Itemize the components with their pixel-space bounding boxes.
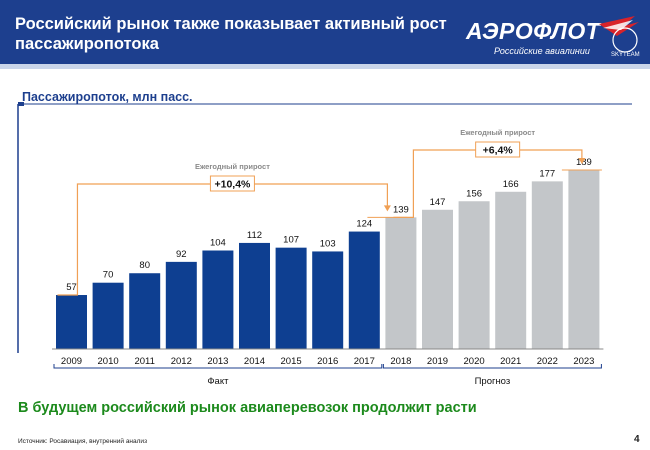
bar-2011 xyxy=(129,273,161,349)
bar-value-label-2010: 70 xyxy=(103,270,114,281)
bar-value-label-2021: 166 xyxy=(503,179,519,190)
bar-2022 xyxy=(531,181,563,349)
skyteam-emblem-icon: SKYTEAM xyxy=(599,16,640,58)
growth-connector-0 xyxy=(57,183,388,296)
bar-2021 xyxy=(495,191,527,349)
growth-value-1: +6,4% xyxy=(483,145,514,157)
growth-box-1 xyxy=(475,141,521,158)
logo-subtitle: Российские авиалинии xyxy=(494,46,590,56)
growth-connector-1 xyxy=(393,149,583,218)
growth-arrow-0 xyxy=(383,205,391,212)
logo-text: АЭРОФЛОТ xyxy=(466,18,601,44)
group-bracket-0 xyxy=(53,364,383,369)
bar-value-label-2016: 103 xyxy=(320,238,336,249)
growth-caption-0: Ежегодный прирост xyxy=(195,162,270,171)
conclusion-text: В будущем российский рынок авиаперевозок… xyxy=(18,400,477,416)
growth-caption-1: Ежегодный прирост xyxy=(460,128,535,137)
bar-2019 xyxy=(422,209,453,349)
x-tick-label-2015: 2015 xyxy=(281,356,302,367)
x-tick-label-2014: 2014 xyxy=(244,356,265,367)
bar-value-label-2012: 92 xyxy=(176,249,187,260)
header-bar xyxy=(0,0,650,64)
bar-value-label-2009: 57 xyxy=(66,282,77,293)
bar-value-label-2019: 147 xyxy=(430,197,446,208)
bar-value-label-2015: 107 xyxy=(283,235,299,246)
bar-value-label-2022: 177 xyxy=(539,168,555,179)
bar-value-label-2017: 124 xyxy=(356,219,372,230)
bar-2018 xyxy=(385,217,417,349)
x-tick-label-2012: 2012 xyxy=(171,356,192,367)
source-footnote: Источник: Росавиация, внутренний анализ xyxy=(18,438,148,445)
growth-value-0: +10,4% xyxy=(214,179,251,191)
group-label-0: Факт xyxy=(207,376,229,387)
chart-subtitle: Пассажиропоток, млн пасс. xyxy=(22,90,193,104)
bar-2020 xyxy=(458,201,490,349)
x-tick-label-2016: 2016 xyxy=(317,356,338,367)
bar-value-label-2020: 156 xyxy=(466,188,482,199)
x-tick-label-2019: 2019 xyxy=(427,356,448,367)
header-band xyxy=(0,64,650,69)
x-tick-label-2011: 2011 xyxy=(134,356,154,367)
x-tick-label-2022: 2022 xyxy=(537,356,558,367)
bar-2012 xyxy=(165,261,197,349)
skyteam-text: SKYTEAM xyxy=(611,52,640,58)
bar-value-label-2014: 112 xyxy=(247,230,262,241)
bar-2014 xyxy=(239,242,270,349)
x-tick-label-2021: 2021 xyxy=(500,356,521,367)
bar-2009 xyxy=(56,295,87,349)
x-tick-label-2013: 2013 xyxy=(207,356,228,367)
x-tick-label-2010: 2010 xyxy=(98,356,119,367)
bar-2010 xyxy=(92,282,124,349)
x-tick-label-2020: 2020 xyxy=(464,356,485,367)
group-label-1: Прогноз xyxy=(475,376,511,387)
bar-2015 xyxy=(275,247,307,349)
slide-title: Российский рынок также показывает активн… xyxy=(15,15,447,53)
bar-2013 xyxy=(202,250,234,349)
bar-value-label-2013: 104 xyxy=(210,238,226,249)
bar-value-label-2011: 80 xyxy=(139,260,150,271)
x-tick-label-2023: 2023 xyxy=(573,356,594,367)
growth-box-0 xyxy=(209,175,255,192)
page-number: 4 xyxy=(634,434,640,445)
annotations-layer: Ежегодный прирост +10,4% Ежегодный прирост… xyxy=(57,128,602,296)
x-tick-label-2018: 2018 xyxy=(390,356,411,367)
x-tick-label-2017: 2017 xyxy=(354,356,375,367)
bars-layer: 57 2009 70 2010 80 2011 92 2012 104 2013 112 2014 10… xyxy=(52,157,604,367)
bar-value-label-2023: 189 xyxy=(576,157,592,168)
groups-layer: Факт Прогноз xyxy=(53,364,602,387)
x-tick-label-2009: 2009 xyxy=(61,356,82,367)
bar-2016 xyxy=(312,251,344,349)
bar-2017 xyxy=(348,231,380,349)
bar-value-label-2018: 139 xyxy=(393,204,409,215)
growth-arrow-1 xyxy=(578,158,586,164)
group-bracket-1 xyxy=(382,364,602,369)
bar-2023 xyxy=(568,170,600,349)
